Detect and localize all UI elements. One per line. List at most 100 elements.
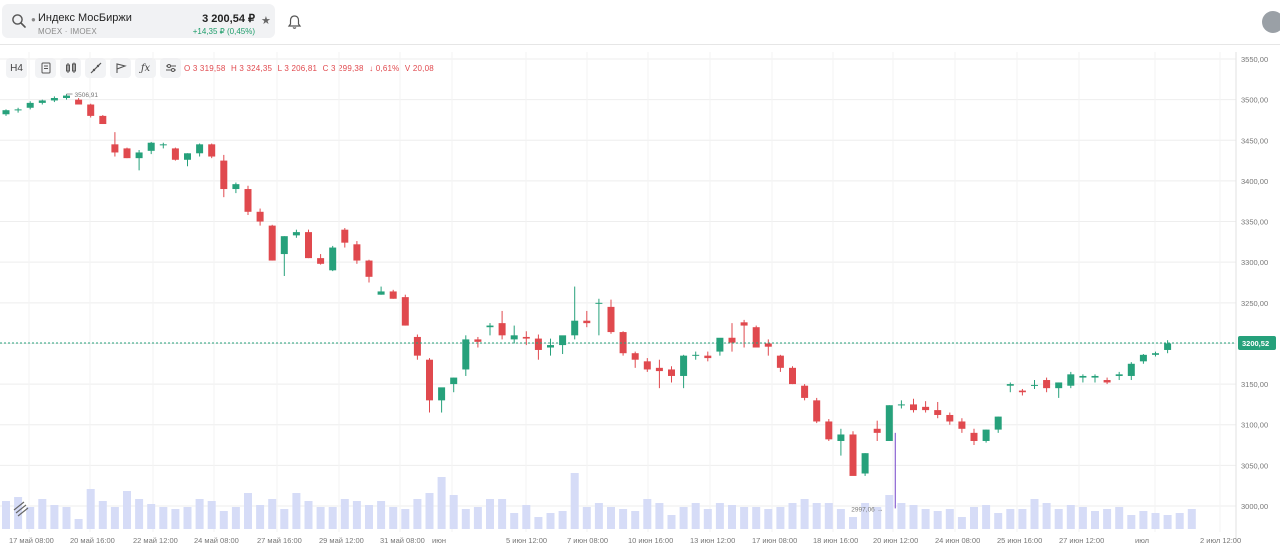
- volume-bar: [970, 507, 978, 529]
- ohlc-open: O 3 319,58: [184, 64, 226, 73]
- candle-body: [389, 291, 397, 299]
- star-icon[interactable]: ★: [261, 15, 271, 27]
- candle-body: [329, 247, 337, 271]
- settings-button[interactable]: [160, 58, 181, 78]
- volume-bar: [461, 509, 470, 529]
- volume-bar: [328, 507, 337, 529]
- y-tick-label: 3000,00: [1241, 502, 1268, 511]
- volume-bar: [147, 504, 156, 529]
- volume-bar: [304, 501, 313, 529]
- candle-body: [764, 343, 772, 347]
- candle-body: [184, 153, 191, 160]
- candle-body: [1152, 353, 1159, 355]
- candle-body: [123, 148, 131, 159]
- candle-body: [934, 410, 942, 415]
- candle-body: [1139, 354, 1147, 362]
- volume-bar: [50, 505, 59, 529]
- volume-bar: [885, 495, 894, 529]
- candle-body: [256, 211, 264, 222]
- volume-bar: [352, 501, 361, 529]
- function-icon: ƒx: [140, 62, 151, 74]
- candle-body: [776, 355, 784, 368]
- volume-bar: [1018, 509, 1027, 529]
- candle-body: [970, 432, 978, 441]
- candle-body: [922, 406, 930, 411]
- candle-body: [801, 385, 809, 398]
- bell-icon[interactable]: [287, 14, 302, 30]
- volume-bar: [171, 509, 180, 529]
- candle-body: [849, 434, 857, 476]
- volume-bar: [703, 509, 712, 529]
- volume-bar: [486, 499, 494, 529]
- candle-body: [111, 144, 119, 153]
- volume-bar: [316, 507, 325, 529]
- volume-bar: [582, 507, 591, 529]
- volume-bar: [1078, 507, 1087, 529]
- volume-bar: [183, 507, 192, 529]
- pattern-tool-button[interactable]: [110, 58, 131, 78]
- candle-body: [728, 337, 736, 343]
- avatar[interactable]: [1262, 11, 1280, 33]
- x-tick-label: 25 июн 16:00: [997, 536, 1042, 545]
- timeframe-button[interactable]: H4: [6, 58, 27, 78]
- candle-body: [26, 102, 34, 108]
- y-tick-label: 3300,00: [1241, 258, 1268, 267]
- instrument-ticker: MOEX · IMOEX: [38, 27, 97, 36]
- candle-body: [341, 229, 349, 243]
- ohlc-high: H 3 324,35: [231, 64, 273, 73]
- volume-bar: [207, 501, 216, 529]
- volume-bar: [231, 507, 240, 529]
- candle-body: [1164, 343, 1172, 350]
- volume-bar: [244, 493, 252, 529]
- volume-bar: [38, 499, 47, 529]
- candle-body: [99, 115, 107, 125]
- y-tick-label: 3250,00: [1241, 299, 1268, 308]
- chart-type-button[interactable]: [35, 58, 56, 78]
- candle-body: [244, 189, 252, 212]
- volume-bar: [873, 507, 882, 529]
- candle-body: [1067, 374, 1075, 386]
- candle-body: [583, 320, 591, 324]
- volume-bar: [607, 507, 615, 529]
- x-tick-label: 7 июн 08:00: [567, 536, 608, 545]
- candle-body: [643, 361, 651, 370]
- candle-body: [534, 338, 542, 350]
- volume-bar: [824, 503, 833, 529]
- volume-bar: [292, 493, 301, 529]
- indicators-button[interactable]: ƒx: [135, 58, 156, 78]
- candles-button[interactable]: [60, 58, 81, 78]
- price-chart[interactable]: 3550,00 3500,00 3450,00 3400,00 3350,00 3300,…: [0, 52, 1280, 552]
- timeframe-label: H4: [10, 62, 23, 74]
- candle-body: [982, 429, 990, 441]
- x-tick-label: 13 июн 12:00: [690, 536, 735, 545]
- candle-body: [958, 421, 966, 429]
- candle-body: [547, 345, 554, 348]
- candle-body: [147, 142, 155, 151]
- volume-bar: [135, 499, 144, 529]
- volume-bar: [570, 473, 579, 529]
- candle-body: [631, 353, 639, 360]
- candle-body: [63, 95, 70, 99]
- volume-bar: [26, 507, 35, 529]
- volume-bar: [377, 501, 386, 529]
- candle-body: [159, 144, 167, 146]
- x-tick-label: 22 май 12:00: [133, 536, 178, 545]
- ohlc-low: L 3 206,81: [277, 64, 318, 73]
- candle-body: [668, 369, 675, 376]
- candle-body: [1115, 374, 1123, 376]
- candle-body: [280, 236, 288, 255]
- volume-bar: [340, 499, 349, 529]
- candle-body: [607, 306, 615, 333]
- volume-bar: [691, 503, 700, 529]
- candle-body: [135, 152, 143, 159]
- x-tick-label: 24 июн 08:00: [935, 536, 980, 545]
- volume-bar: [897, 503, 906, 529]
- search-icon[interactable]: [11, 13, 27, 29]
- candle-body: [1103, 380, 1111, 383]
- volume-bar: [1139, 511, 1148, 529]
- max-price-label: 3506,91: [75, 92, 99, 99]
- instrument-search-box[interactable]: ● Индекс МосБиржи MOEX · IMOEX 3 200,54 …: [2, 4, 275, 38]
- volume-bar: [1163, 515, 1172, 529]
- candle-body: [1043, 380, 1051, 389]
- volume-bar: [619, 509, 628, 529]
